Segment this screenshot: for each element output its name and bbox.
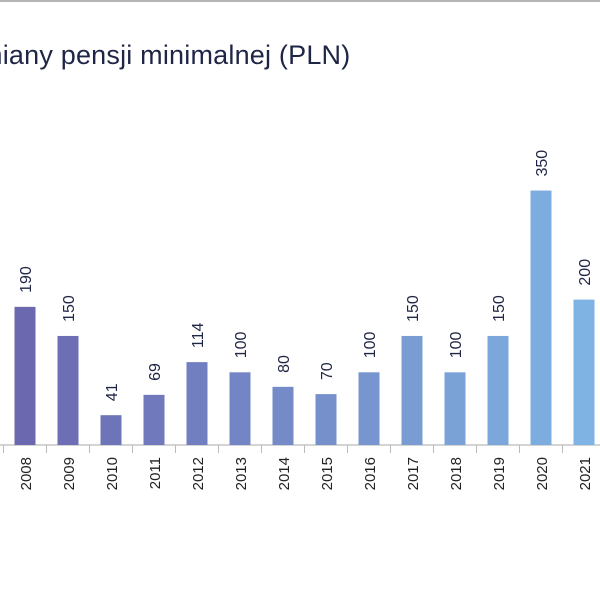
value-label-2013: 100: [233, 332, 250, 359]
x-tick-label-2009: 2009: [61, 457, 78, 490]
x-tick-label-2017: 2017: [405, 457, 422, 490]
value-label-2014: 80: [276, 355, 293, 373]
bar-2011: [143, 394, 165, 445]
x-tick-label-2019: 2019: [491, 457, 508, 490]
x-tick-label-2012: 2012: [190, 457, 207, 490]
bar-2018: [444, 372, 466, 445]
bar-2021: [573, 299, 595, 445]
value-label-2019: 150: [491, 295, 508, 322]
x-tick-label-2016: 2016: [362, 457, 379, 490]
bar-2019: [487, 335, 509, 445]
value-label-2009: 150: [61, 295, 78, 322]
bar-2015: [315, 394, 337, 445]
bar-2017: [401, 335, 423, 445]
bar-2014: [272, 386, 294, 445]
value-label-2008: 190: [18, 266, 35, 293]
value-label-2021: 200: [577, 259, 594, 286]
value-label-2017: 150: [405, 295, 422, 322]
value-label-2012: 114: [190, 323, 207, 349]
bar-2020: [530, 190, 552, 445]
value-label-2010: 41: [104, 383, 121, 401]
x-tick-label-2018: 2018: [448, 457, 465, 490]
x-tick-label-2010: 2010: [104, 457, 121, 490]
value-label-2018: 100: [448, 332, 465, 359]
bar-2013: [229, 372, 251, 445]
x-tick-label-2020: 2020: [534, 457, 551, 490]
x-tick-label-2015: 2015: [319, 457, 336, 490]
value-label-2016: 100: [362, 332, 379, 359]
bar-2009: [57, 335, 79, 445]
x-tick-label-2011: 2011: [147, 457, 164, 489]
x-tick-label-2008: 2008: [18, 457, 35, 490]
x-tick-label-2014: 2014: [276, 457, 293, 490]
bar-2010: [100, 415, 122, 445]
value-label-2015: 70: [319, 362, 336, 380]
x-tick-label-2013: 2013: [233, 457, 250, 490]
bar-2008: [14, 306, 36, 445]
bar-2012: [186, 362, 208, 445]
value-label-2020: 350: [534, 150, 551, 177]
x-tick-label-2021: 2021: [577, 457, 594, 490]
value-label-2011: 69: [147, 363, 164, 381]
bar-2016: [358, 372, 380, 445]
